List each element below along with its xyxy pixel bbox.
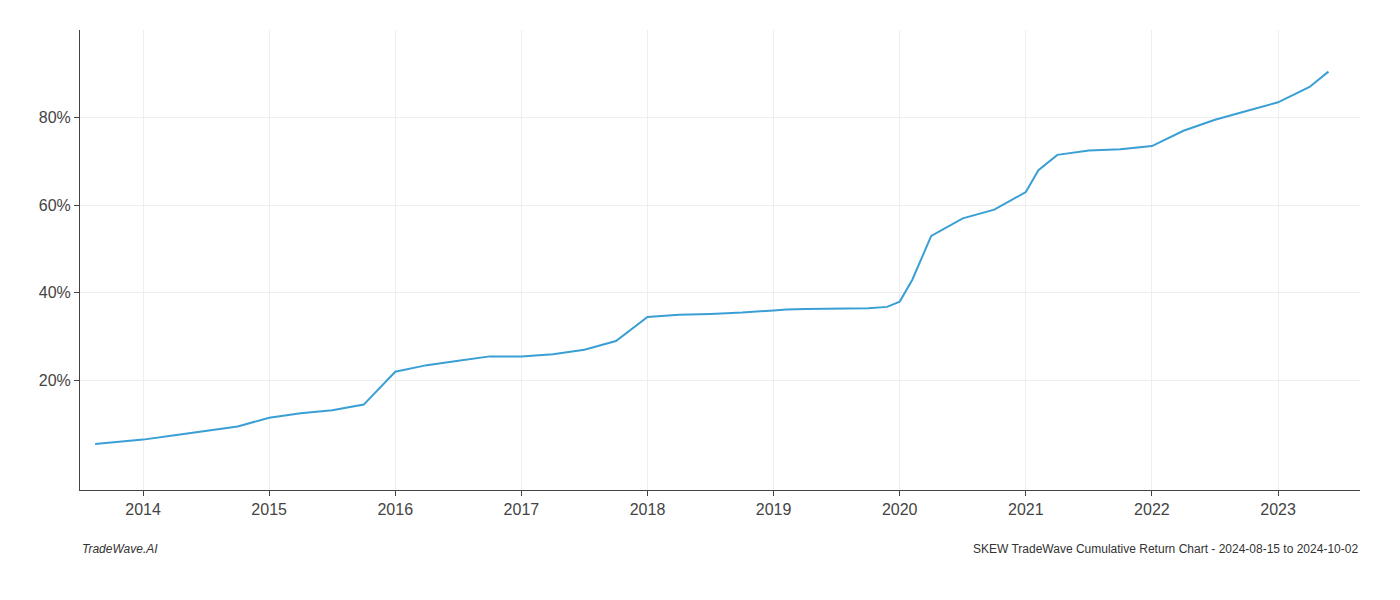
svg-text:2022: 2022 xyxy=(1134,501,1170,518)
svg-text:2023: 2023 xyxy=(1260,501,1296,518)
svg-text:2019: 2019 xyxy=(756,501,792,518)
svg-text:60%: 60% xyxy=(39,197,71,214)
svg-text:2016: 2016 xyxy=(377,501,413,518)
svg-text:20%: 20% xyxy=(39,372,71,389)
svg-text:2021: 2021 xyxy=(1008,501,1044,518)
svg-text:80%: 80% xyxy=(39,109,71,126)
svg-text:40%: 40% xyxy=(39,284,71,301)
svg-text:TradeWave.AI: TradeWave.AI xyxy=(82,542,158,556)
svg-text:SKEW TradeWave Cumulative Retu: SKEW TradeWave Cumulative Return Chart -… xyxy=(973,542,1358,556)
svg-text:2018: 2018 xyxy=(630,501,666,518)
svg-text:2015: 2015 xyxy=(251,501,287,518)
svg-text:2017: 2017 xyxy=(504,501,540,518)
svg-text:2014: 2014 xyxy=(125,501,161,518)
svg-text:2020: 2020 xyxy=(882,501,918,518)
